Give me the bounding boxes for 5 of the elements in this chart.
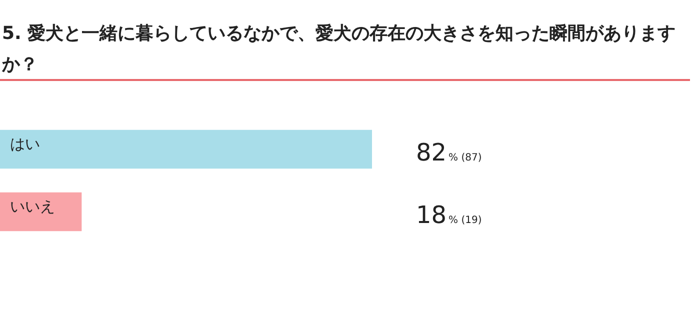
- chart-title: 5. 愛犬と一緒に暮らしているなかで、愛犬の存在の大きさを知った瞬間がありますか？: [2, 22, 677, 77]
- y-tick-label: はい: [10, 135, 40, 154]
- y-tick-label: いいえ: [10, 198, 55, 216]
- data-label: 18% (19): [416, 200, 482, 229]
- data-label: 82% (87): [416, 138, 482, 166]
